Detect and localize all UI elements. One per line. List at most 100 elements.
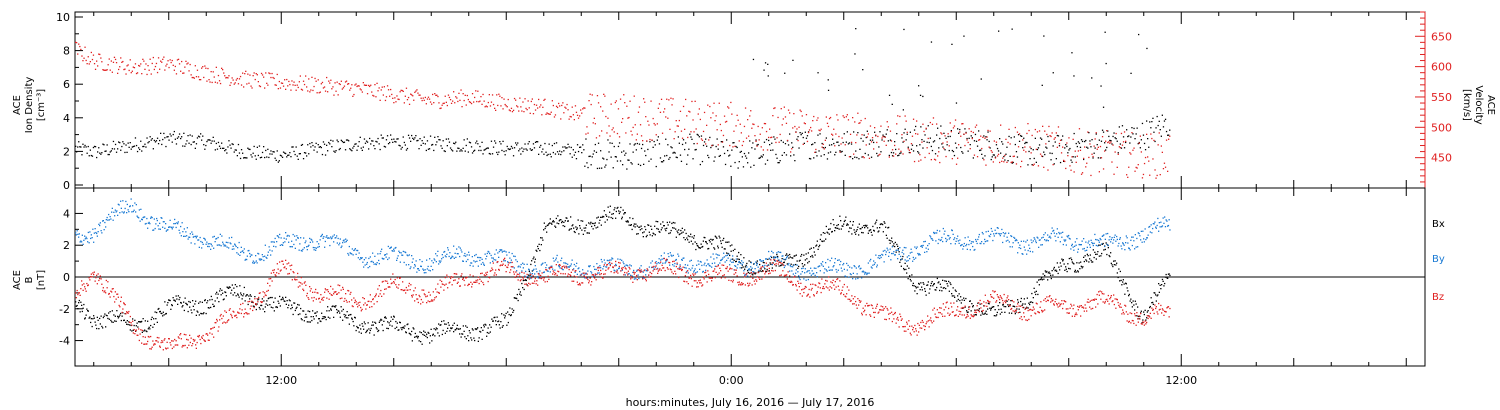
data-point [540, 104, 542, 106]
data-point [1141, 177, 1144, 179]
data-point [1138, 141, 1140, 144]
data-point [306, 316, 308, 318]
data-point [540, 264, 542, 266]
data-point [314, 312, 316, 314]
data-point [454, 252, 456, 254]
data-point [898, 251, 900, 253]
data-point [1081, 267, 1083, 269]
data-point [266, 257, 268, 259]
data-point [604, 221, 606, 223]
data-point [948, 238, 950, 240]
data-point [188, 142, 190, 144]
data-point [990, 307, 992, 310]
data-point [792, 146, 794, 148]
data-point [991, 230, 993, 232]
data-point [77, 146, 79, 148]
data-point [176, 59, 179, 61]
data-point [1138, 318, 1140, 320]
data-point [554, 153, 557, 155]
data-point [225, 241, 227, 243]
data-point [841, 137, 843, 139]
data-point [745, 264, 747, 267]
data-point [390, 88, 392, 91]
data-point [948, 280, 950, 283]
data-point [1022, 139, 1024, 141]
data-point [522, 267, 524, 269]
data-point [801, 263, 803, 265]
data-point [730, 165, 732, 167]
data-point [626, 168, 628, 170]
data-point [471, 256, 473, 258]
data-point [513, 255, 515, 257]
data-point [759, 157, 761, 159]
data-point [948, 149, 950, 152]
data-point [885, 144, 887, 146]
data-point [489, 262, 491, 264]
data-point [1142, 173, 1145, 176]
data-point [588, 222, 590, 224]
data-point [1074, 245, 1076, 247]
data-point [485, 324, 487, 326]
data-point [950, 283, 952, 286]
data-point [674, 131, 676, 133]
data-point [1062, 260, 1064, 262]
data-point [918, 254, 920, 256]
data-point [372, 252, 374, 254]
data-point [1050, 274, 1052, 276]
data-point [403, 102, 405, 104]
data-point [823, 272, 825, 274]
data-point [202, 66, 204, 68]
data-point [217, 74, 220, 77]
data-point [993, 154, 995, 156]
data-point [191, 135, 193, 137]
data-point [1162, 168, 1165, 170]
data-point [570, 265, 572, 267]
data-point [808, 157, 811, 160]
data-point [711, 266, 713, 268]
data-point [842, 264, 844, 266]
data-point [820, 155, 822, 157]
data-point [797, 136, 799, 138]
data-point [506, 324, 508, 326]
data-point [236, 77, 238, 80]
data-point [1058, 231, 1060, 234]
data-point [1156, 174, 1158, 177]
data-point [243, 157, 245, 159]
data-point [145, 63, 147, 65]
data-point [816, 244, 818, 246]
data-point [755, 139, 757, 141]
data-point [798, 147, 800, 149]
data-point [888, 156, 890, 158]
data-point [893, 243, 895, 245]
data-point [196, 69, 199, 71]
data-point [273, 301, 275, 303]
data-point [732, 146, 734, 148]
data-point [123, 143, 125, 145]
data-point [1144, 156, 1147, 159]
data-point [973, 314, 975, 316]
data-point [232, 79, 234, 81]
data-point [1086, 260, 1088, 262]
data-point [256, 262, 258, 264]
data-point [543, 271, 545, 273]
data-point [371, 140, 373, 142]
data-point [91, 237, 93, 239]
data-point [174, 222, 176, 225]
data-point [663, 252, 665, 254]
data-point [259, 85, 262, 88]
data-point [792, 264, 794, 266]
data-point [867, 133, 869, 135]
data-point [381, 248, 383, 250]
data-point [177, 221, 179, 223]
data-point [912, 284, 914, 287]
data-point [778, 141, 780, 143]
data-point [426, 333, 428, 335]
data-point [107, 317, 109, 320]
data-point [1162, 280, 1164, 282]
data-point [989, 130, 991, 132]
data-point [1065, 239, 1067, 241]
data-point [587, 270, 589, 272]
data-point [790, 155, 792, 157]
data-point [461, 150, 463, 152]
data-point [738, 140, 740, 142]
